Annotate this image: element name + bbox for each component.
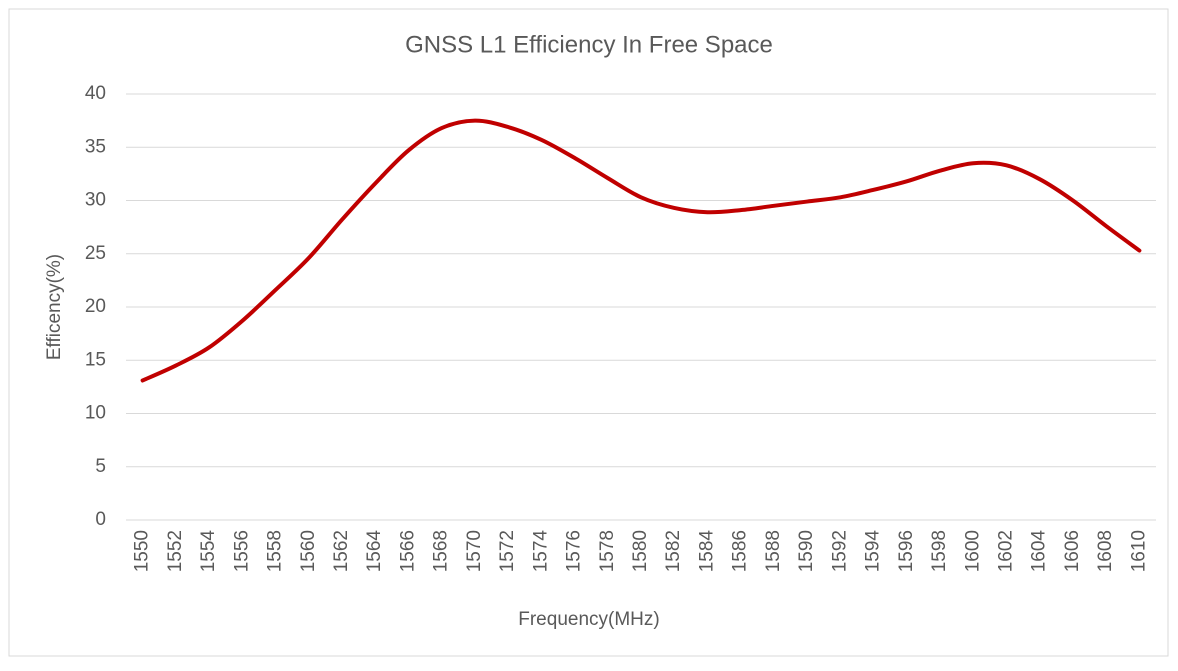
x-tick-label: 1602 (995, 530, 1016, 572)
x-tick-label: 1576 (564, 530, 585, 572)
y-tick-label: 40 (85, 83, 106, 104)
x-tick-label: 1550 (132, 530, 153, 572)
x-tick-label: 1588 (763, 530, 784, 572)
x-tick-label: 1560 (298, 530, 319, 572)
x-tick-label: 1610 (1128, 530, 1149, 572)
x-tick-label: 1596 (896, 530, 917, 572)
y-tick-label: 30 (85, 190, 106, 211)
chart-border (8, 8, 1169, 657)
x-tick-label: 1606 (1062, 530, 1083, 572)
x-tick-label: 1572 (497, 530, 518, 572)
x-tick-label: 1592 (829, 530, 850, 572)
x-tick-label: 1600 (962, 530, 983, 572)
x-axis-title: Frequency(MHz) (518, 609, 659, 630)
x-tick-label: 1590 (796, 530, 817, 572)
x-tick-label: 1594 (863, 530, 884, 573)
x-tick-label: 1608 (1095, 530, 1116, 572)
y-tick-label: 10 (85, 403, 106, 424)
y-tick-label: 35 (85, 136, 106, 157)
x-tick-label: 1586 (730, 530, 751, 572)
x-tick-label: 1552 (165, 530, 186, 572)
x-tick-label: 1582 (663, 530, 684, 572)
chart-title: GNSS L1 Efficiency In Free Space (405, 31, 773, 58)
y-tick-label: 20 (85, 296, 106, 317)
x-tick-label: 1598 (929, 530, 950, 572)
x-tick-label: 1578 (597, 530, 618, 572)
x-tick-label: 1570 (464, 530, 485, 572)
x-tick-label: 1554 (198, 530, 219, 573)
y-tick-label: 25 (85, 243, 106, 264)
x-tick-label: 1562 (331, 530, 352, 572)
x-tick-label: 1566 (397, 530, 418, 572)
x-tick-label: 1556 (231, 530, 252, 572)
x-tick-label: 1568 (431, 530, 452, 572)
series-line (140, 118, 1142, 383)
x-tick-label: 1574 (530, 530, 551, 573)
x-tick-label: 1584 (696, 530, 717, 573)
y-tick-label: 0 (95, 509, 106, 530)
x-tick-label: 1580 (630, 530, 651, 572)
y-tick-label: 15 (85, 349, 106, 370)
y-tick-label: 5 (95, 456, 106, 477)
y-axis-title: Efficency(%) (44, 254, 65, 360)
x-tick-label: 1558 (265, 530, 286, 572)
x-tick-label: 1604 (1029, 530, 1050, 573)
x-tick-label: 1564 (364, 530, 385, 573)
